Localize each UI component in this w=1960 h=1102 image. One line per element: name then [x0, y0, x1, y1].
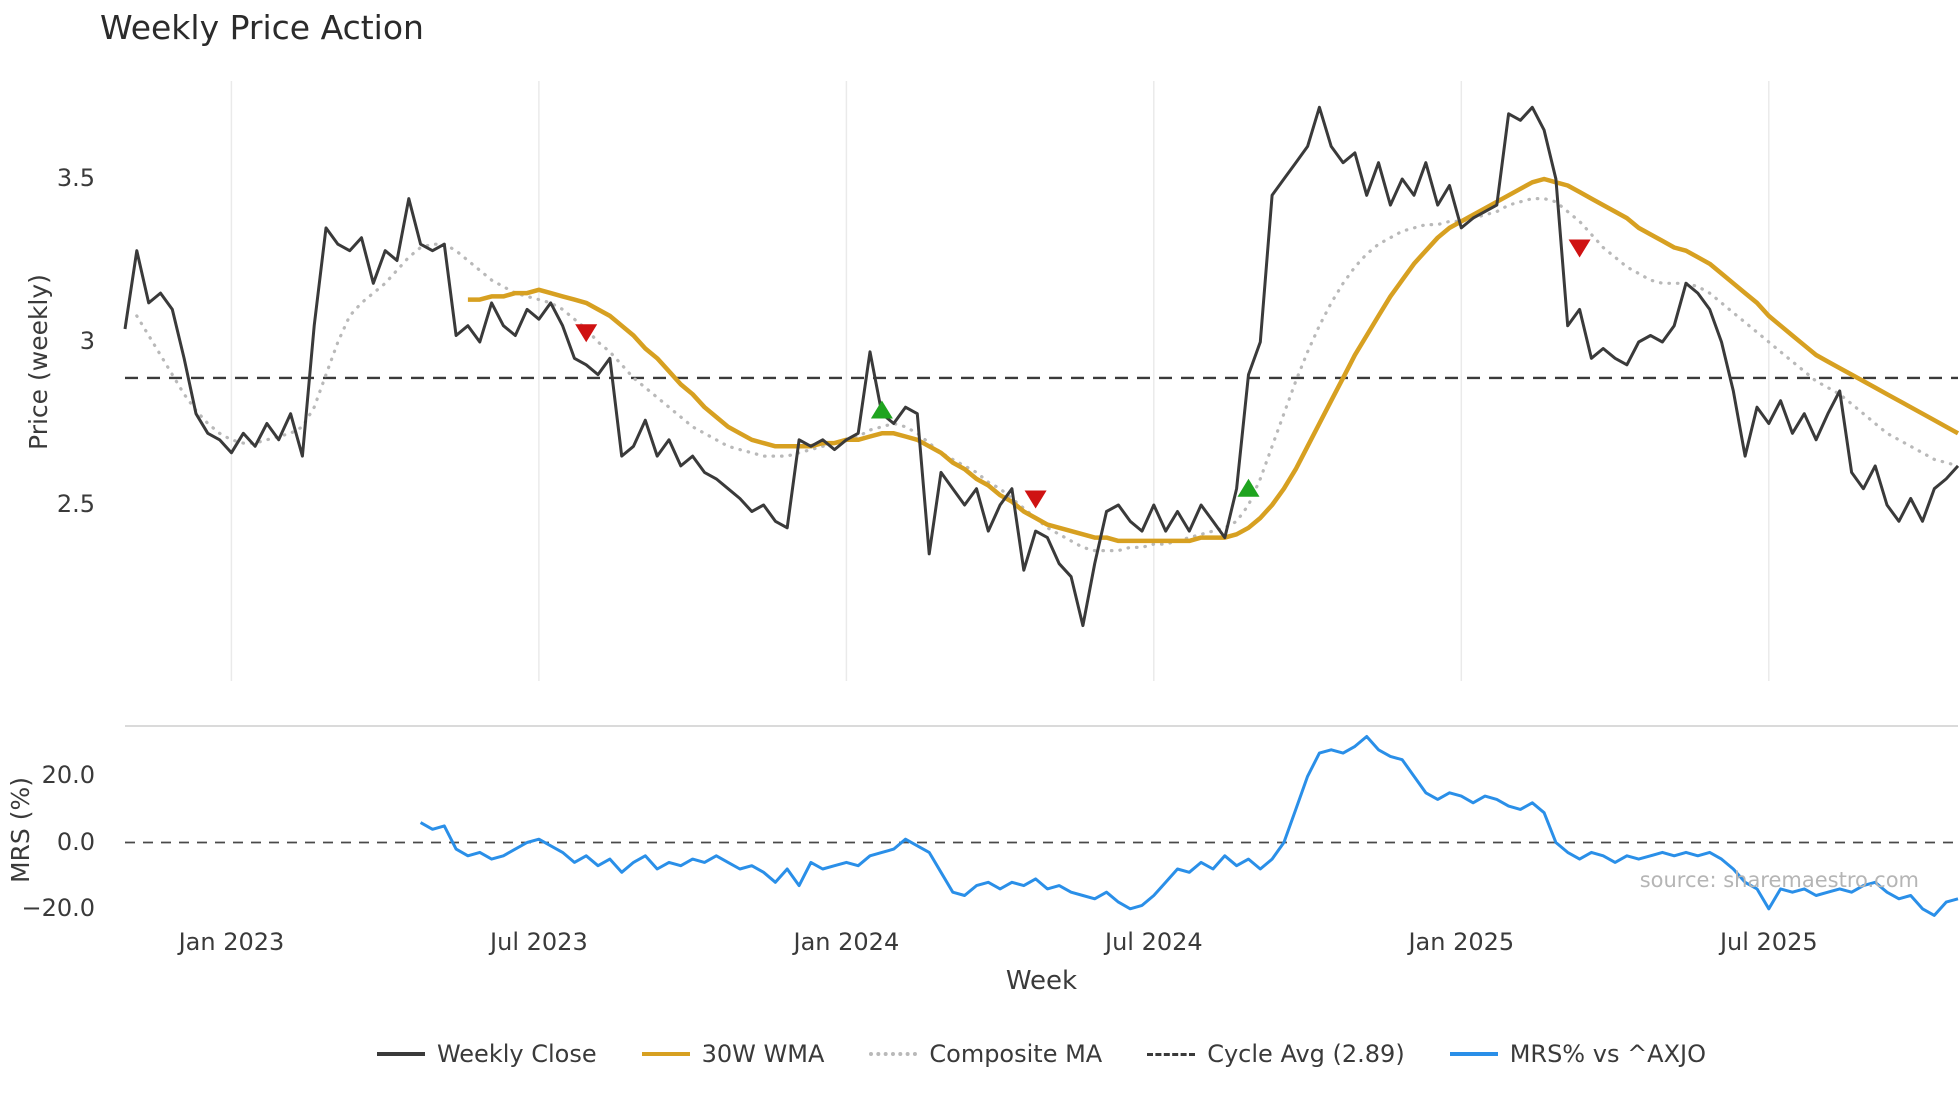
chart-title: Weekly Price Action	[100, 8, 424, 47]
x-tick-label: Jan 2024	[793, 928, 900, 956]
price-axis-label: Price (weekly)	[24, 274, 53, 450]
weekly-close-line-swatch-icon	[376, 1052, 425, 1056]
mrs-y-tick-label: 0.0	[56, 827, 95, 856]
legend-label: MRS% vs ^AXJO	[1509, 1040, 1707, 1068]
sell-signal-marker-icon	[1024, 490, 1047, 509]
source-watermark: source: sharemaestro.com	[1639, 868, 1919, 892]
price-y-tick-label: 3	[79, 327, 95, 355]
buy-signal-marker-icon	[870, 400, 893, 419]
x-tick-label: Jul 2024	[1105, 928, 1203, 956]
price-y-tick-label: 2.5	[56, 490, 95, 518]
composite-ma-line-swatch-icon	[869, 1052, 918, 1056]
sell-signal-marker-icon	[575, 324, 598, 343]
x-tick-label: Jan 2023	[178, 928, 285, 956]
composite-ma-line	[135, 197, 1960, 553]
legend-item-cycle-avg: Cycle Avg (2.89)	[1147, 1040, 1405, 1068]
x-axis-label: Week	[1005, 966, 1078, 996]
30w-wma-line	[467, 176, 1960, 544]
buy-signal-marker-icon	[1237, 478, 1260, 497]
x-tick-label: Jul 2025	[1719, 928, 1818, 956]
sell-signal-marker-icon	[1568, 239, 1591, 258]
price-y-tick-label: 3.5	[56, 164, 95, 192]
legend-item-30w-wma: 30W WMA	[641, 1040, 825, 1068]
legend-label: Cycle Avg (2.89)	[1207, 1040, 1405, 1068]
mrs-line-swatch-icon	[1449, 1052, 1498, 1056]
legend-label: 30W WMA	[701, 1040, 825, 1068]
legend-item-mrs: MRS% vs ^AXJO	[1449, 1040, 1707, 1068]
x-tick-label: Jul 2023	[490, 928, 588, 956]
mrs-y-tick-label: −20.0	[21, 893, 95, 922]
cycle-avg-line-swatch-icon	[1147, 1052, 1196, 1056]
mrs-vs-axjo-line	[419, 735, 1959, 917]
legend-label: Weekly Close	[436, 1040, 597, 1068]
x-tick-label: Jan 2025	[1408, 928, 1515, 956]
legend-label: Composite MA	[929, 1040, 1103, 1068]
wma-line-swatch-icon	[641, 1052, 690, 1056]
chart-legend: Weekly Close 30W WMA Composite MA Cycle …	[125, 1036, 1958, 1072]
legend-item-weekly-close: Weekly Close	[376, 1040, 597, 1068]
weekly-close-line	[123, 105, 1960, 628]
legend-item-composite-ma: Composite MA	[869, 1040, 1102, 1068]
mrs-y-tick-label: 20.0	[41, 761, 95, 790]
